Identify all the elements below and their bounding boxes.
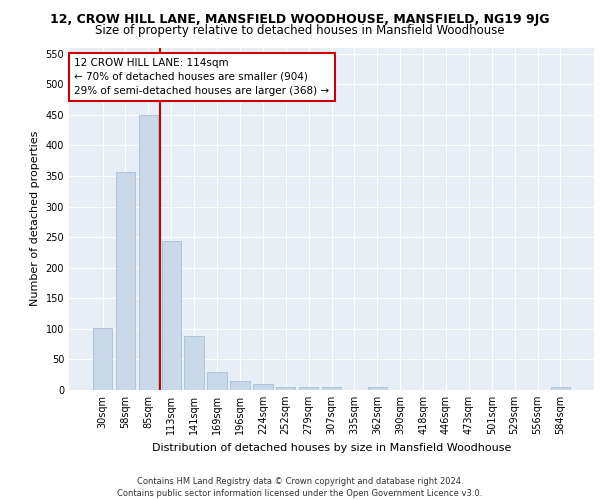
- Y-axis label: Number of detached properties: Number of detached properties: [30, 131, 40, 306]
- Text: Contains HM Land Registry data © Crown copyright and database right 2024.
Contai: Contains HM Land Registry data © Crown c…: [118, 476, 482, 498]
- Bar: [161, 242, 181, 390]
- Bar: [230, 382, 250, 390]
- Bar: [253, 384, 272, 390]
- Bar: [184, 336, 204, 390]
- Text: 12 CROW HILL LANE: 114sqm
← 70% of detached houses are smaller (904)
29% of semi: 12 CROW HILL LANE: 114sqm ← 70% of detac…: [74, 58, 329, 96]
- Bar: [322, 387, 341, 390]
- Text: Size of property relative to detached houses in Mansfield Woodhouse: Size of property relative to detached ho…: [95, 24, 505, 37]
- Bar: [551, 387, 570, 390]
- Bar: [368, 387, 387, 390]
- Bar: [93, 328, 112, 390]
- Bar: [116, 172, 135, 390]
- Text: 12, CROW HILL LANE, MANSFIELD WOODHOUSE, MANSFIELD, NG19 9JG: 12, CROW HILL LANE, MANSFIELD WOODHOUSE,…: [50, 12, 550, 26]
- Bar: [299, 387, 319, 390]
- X-axis label: Distribution of detached houses by size in Mansfield Woodhouse: Distribution of detached houses by size …: [152, 442, 511, 452]
- Bar: [276, 387, 295, 390]
- Bar: [139, 116, 158, 390]
- Bar: [208, 372, 227, 390]
